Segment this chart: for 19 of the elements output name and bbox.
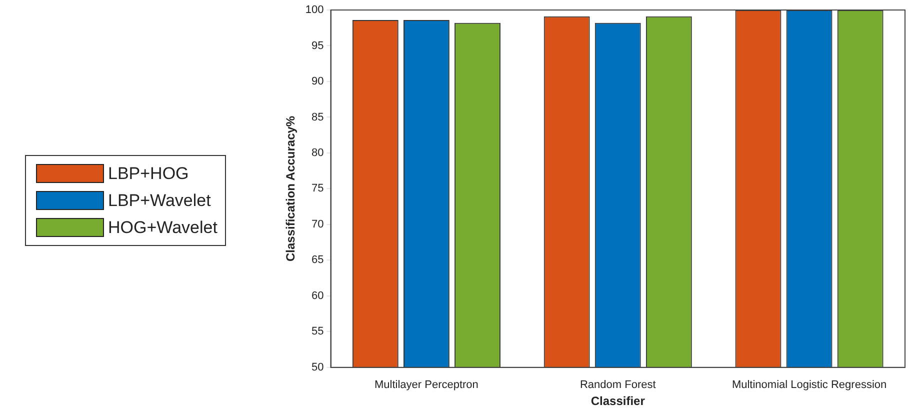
x-tick-label: Multinomial Logistic Regression: [732, 379, 887, 392]
y-tick-label: 65: [312, 254, 324, 266]
y-tick-label: 90: [312, 76, 324, 88]
y-tick-label: 75: [312, 182, 324, 195]
y-tick-label: 80: [312, 146, 324, 159]
x-axis-title: Classifier: [590, 394, 646, 408]
y-axis-title: Classification Accuracy%: [284, 116, 298, 262]
y-tick-label: 55: [312, 326, 324, 338]
legend-label: LBP+HOG: [108, 164, 189, 184]
y-tick-label: 50: [312, 361, 324, 374]
y-tick-label: 100: [305, 4, 324, 16]
x-tick-label: Random Forest: [580, 379, 656, 392]
y-tick-label: 70: [312, 218, 324, 230]
x-tick-label: Multilayer Perceptron: [374, 379, 478, 392]
legend-label: LBP+Wavelet: [108, 190, 211, 210]
legend-label: HOG+Wavelet: [108, 218, 218, 238]
y-tick-label: 95: [312, 40, 324, 52]
y-tick-label: 85: [312, 111, 324, 124]
y-tick-label: 60: [312, 290, 324, 302]
